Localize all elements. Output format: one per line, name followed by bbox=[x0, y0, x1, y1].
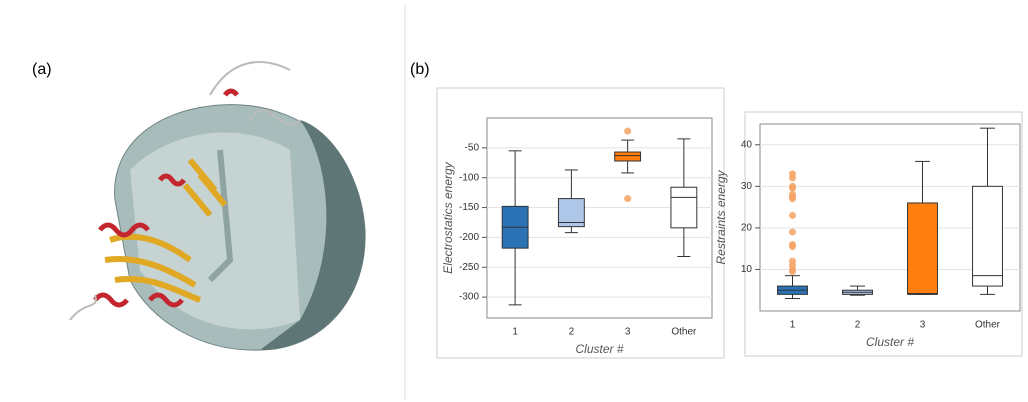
x-tick-label: Other bbox=[671, 327, 697, 338]
molecule-illustration bbox=[69, 61, 366, 351]
x-tick-label: 3 bbox=[920, 320, 926, 331]
chart-frame bbox=[436, 87, 725, 359]
y-tick-label: 30 bbox=[741, 181, 753, 192]
outlier bbox=[789, 174, 796, 182]
x-tick-label: Other bbox=[975, 320, 1001, 331]
y-tick-label: 20 bbox=[741, 223, 753, 234]
y-tick-label: -200 bbox=[459, 232, 479, 243]
y-tick-label: -150 bbox=[459, 202, 479, 213]
x-tick-label: 2 bbox=[569, 327, 575, 338]
y-axis-label: Restraints energy bbox=[714, 169, 728, 264]
plot-area bbox=[486, 117, 713, 319]
outlier bbox=[789, 228, 796, 236]
outlier bbox=[624, 127, 632, 135]
box bbox=[907, 202, 938, 295]
x-axis-label: Cluster # bbox=[866, 335, 914, 349]
outlier bbox=[789, 184, 796, 192]
y-tick-label: -250 bbox=[459, 262, 479, 273]
panel-label: (a) bbox=[32, 61, 52, 78]
x-tick-label: 1 bbox=[512, 327, 518, 338]
y-tick-label: -300 bbox=[459, 292, 479, 303]
chart-frame bbox=[744, 111, 1023, 357]
outlier bbox=[789, 268, 796, 276]
y-axis-label: Electrostatics energy bbox=[441, 161, 455, 273]
y-tick-label: -100 bbox=[459, 172, 479, 183]
x-tick-label: 3 bbox=[625, 327, 631, 338]
outlier bbox=[789, 195, 796, 203]
y-tick-label: 10 bbox=[741, 264, 753, 275]
box bbox=[972, 185, 1003, 287]
x-tick-label: 2 bbox=[855, 320, 861, 331]
outlier bbox=[624, 195, 632, 203]
x-tick-label: 1 bbox=[790, 320, 796, 331]
y-tick-label: -50 bbox=[465, 142, 480, 153]
x-axis-label: Cluster # bbox=[575, 342, 623, 356]
plot-area bbox=[759, 123, 1021, 312]
outlier bbox=[789, 211, 796, 219]
box bbox=[614, 151, 642, 162]
y-tick-label: 40 bbox=[741, 139, 753, 150]
panel-label: (b) bbox=[410, 61, 430, 78]
box bbox=[670, 186, 698, 229]
outlier bbox=[789, 243, 796, 251]
